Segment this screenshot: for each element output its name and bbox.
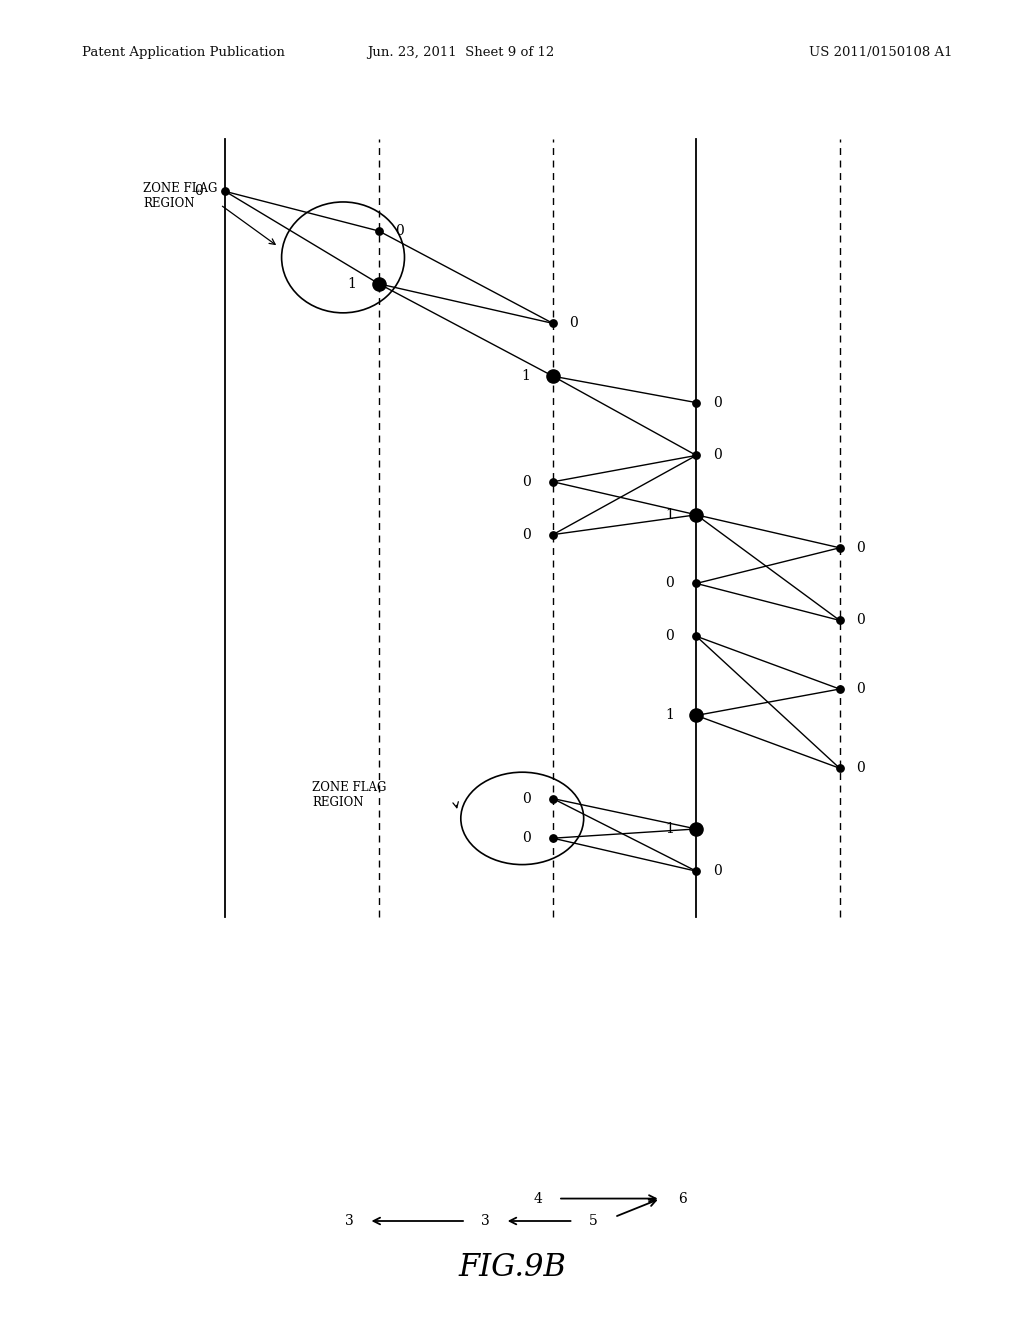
Text: 4: 4 — [534, 1192, 543, 1205]
Text: 0: 0 — [856, 541, 865, 554]
Text: 3: 3 — [344, 1214, 353, 1228]
Text: 0: 0 — [194, 185, 203, 198]
Text: 1: 1 — [347, 277, 356, 290]
Text: 0: 0 — [569, 317, 579, 330]
Text: 1: 1 — [665, 508, 674, 521]
Text: 0: 0 — [713, 396, 722, 409]
Point — [688, 626, 705, 647]
Text: US 2011/0150108 A1: US 2011/0150108 A1 — [809, 46, 952, 59]
Point — [831, 758, 848, 779]
Text: 0: 0 — [713, 865, 722, 878]
Point — [688, 392, 705, 413]
Point — [688, 445, 705, 466]
Text: 0: 0 — [665, 577, 674, 590]
Text: 0: 0 — [856, 762, 865, 775]
Text: 1: 1 — [521, 370, 530, 383]
Point — [545, 313, 561, 334]
Text: FIG.9B: FIG.9B — [458, 1251, 566, 1283]
Point — [545, 788, 561, 809]
Point — [831, 610, 848, 631]
Text: 0: 0 — [856, 614, 865, 627]
Text: 0: 0 — [713, 449, 722, 462]
Point — [545, 828, 561, 849]
Point — [688, 861, 705, 882]
Point — [545, 524, 561, 545]
Text: 5: 5 — [589, 1214, 598, 1228]
Point — [831, 678, 848, 700]
Point — [688, 818, 705, 840]
Text: ZONE FLAG
REGION: ZONE FLAG REGION — [312, 781, 387, 809]
Text: 0: 0 — [521, 528, 530, 541]
Point — [688, 504, 705, 525]
Text: Patent Application Publication: Patent Application Publication — [82, 46, 285, 59]
Point — [688, 573, 705, 594]
Text: 0: 0 — [521, 792, 530, 805]
Point — [831, 537, 848, 558]
Point — [545, 366, 561, 387]
Text: 0: 0 — [521, 475, 530, 488]
Text: Jun. 23, 2011  Sheet 9 of 12: Jun. 23, 2011 Sheet 9 of 12 — [368, 46, 554, 59]
Text: 0: 0 — [395, 224, 404, 238]
Text: 6: 6 — [678, 1192, 687, 1205]
Point — [688, 705, 705, 726]
Text: 0: 0 — [521, 832, 530, 845]
Text: 0: 0 — [665, 630, 674, 643]
Point — [217, 181, 233, 202]
Point — [371, 220, 387, 242]
Text: 3: 3 — [481, 1214, 490, 1228]
Text: 0: 0 — [856, 682, 865, 696]
Point — [371, 273, 387, 294]
Text: 1: 1 — [665, 709, 674, 722]
Text: 1: 1 — [665, 822, 674, 836]
Point — [545, 471, 561, 492]
Text: ZONE FLAG
REGION: ZONE FLAG REGION — [143, 182, 218, 210]
